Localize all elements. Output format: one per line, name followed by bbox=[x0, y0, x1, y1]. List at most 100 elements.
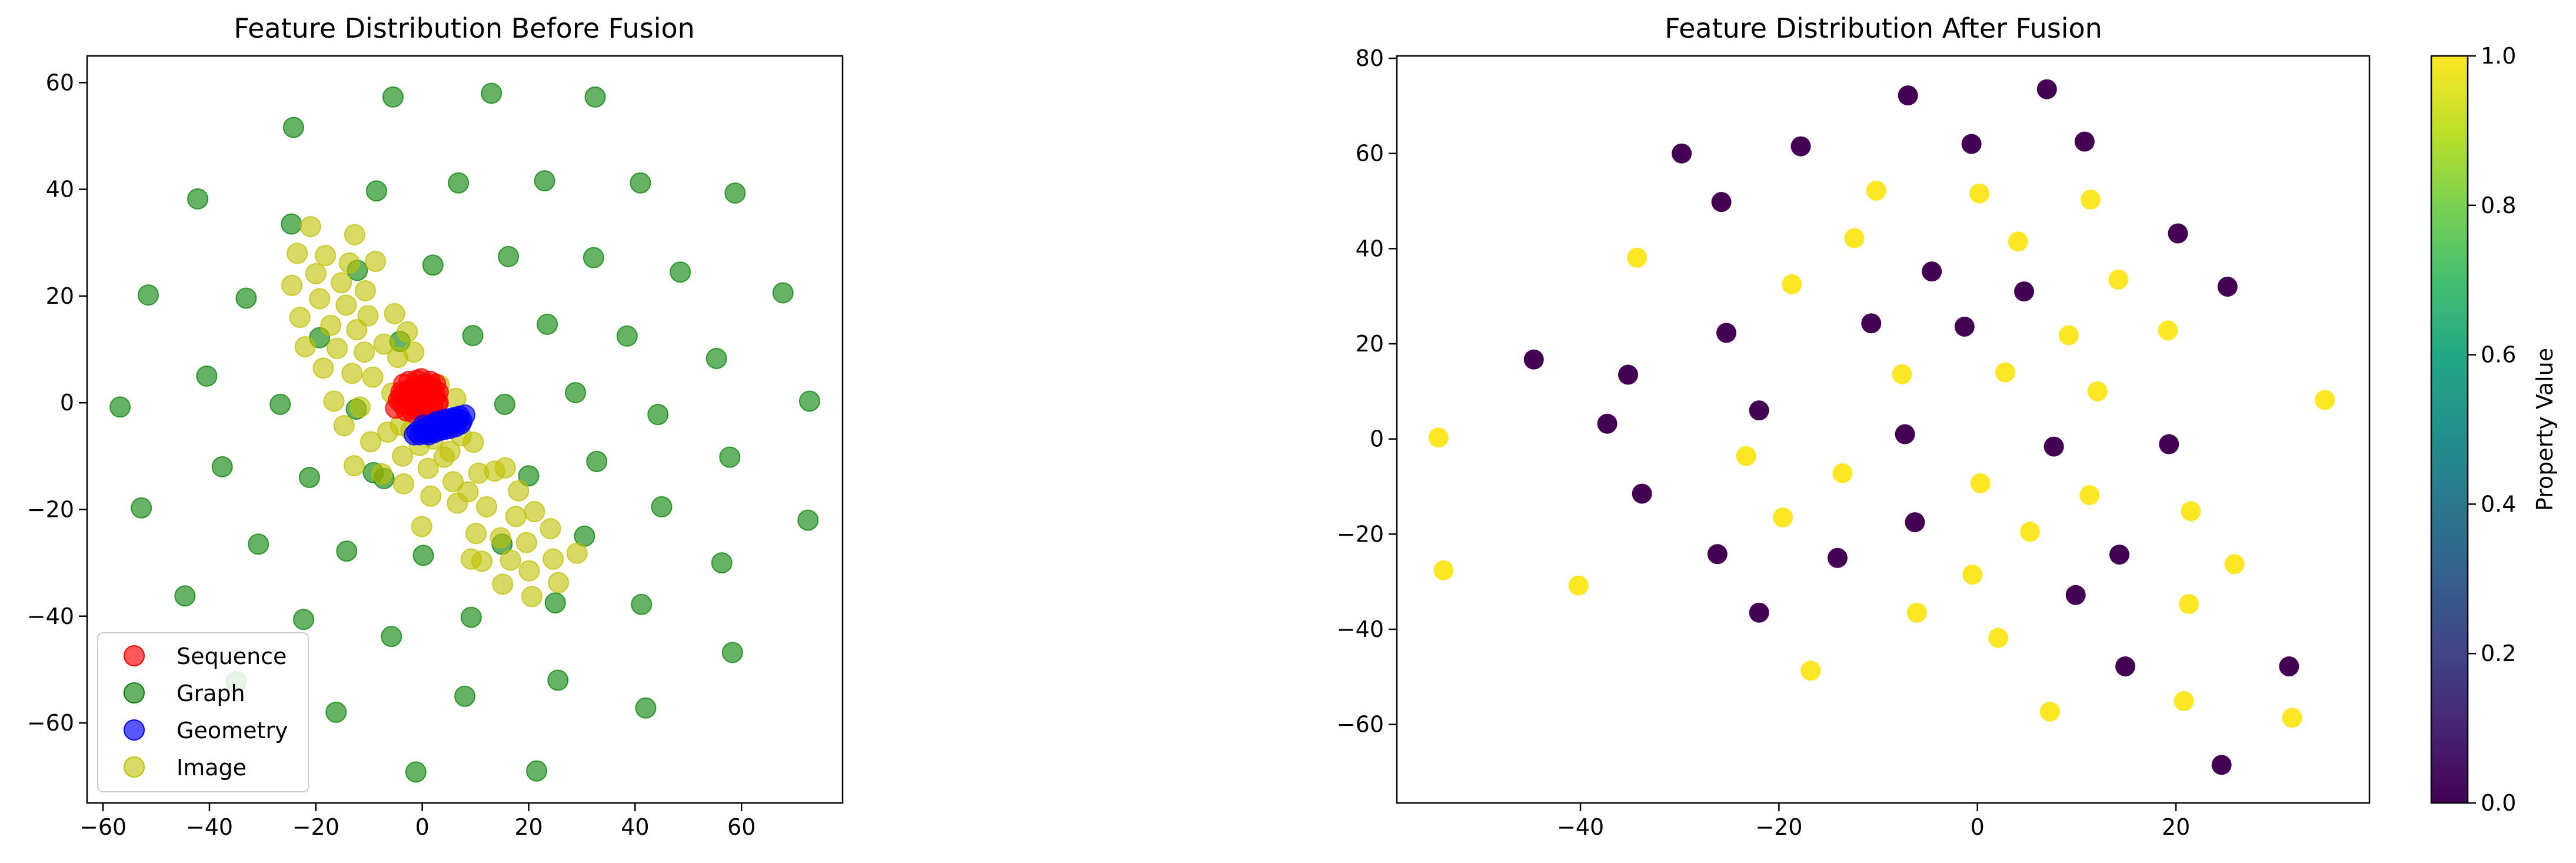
point-high-value bbox=[1995, 362, 2015, 383]
point-sequence bbox=[397, 380, 418, 402]
point-high-value bbox=[2087, 381, 2108, 401]
point-image bbox=[403, 341, 425, 363]
point-low-value bbox=[1618, 364, 1639, 385]
point-low-value bbox=[2279, 656, 2299, 677]
x-tick-label: −20 bbox=[292, 814, 340, 840]
point-low-value bbox=[1707, 544, 1728, 565]
right-ticks-layer: −40 −20 0 20 −60 −40 −20 0 20 40 60 80 bbox=[1337, 45, 2190, 840]
y-tick-label: 0 bbox=[1370, 426, 1384, 452]
point-graph bbox=[797, 509, 819, 531]
point-low-value bbox=[2014, 281, 2035, 302]
point-image bbox=[457, 481, 479, 503]
point-image bbox=[494, 457, 516, 479]
point-graph bbox=[460, 606, 482, 628]
point-graph bbox=[719, 446, 741, 468]
point-high-value bbox=[1832, 463, 1853, 483]
x-tick-label: −40 bbox=[1557, 814, 1604, 840]
point-high-value bbox=[2315, 390, 2335, 410]
point-image bbox=[373, 333, 395, 355]
point-image bbox=[371, 463, 392, 484]
point-graph bbox=[235, 287, 257, 309]
point-low-value bbox=[1597, 413, 1618, 434]
point-image bbox=[344, 224, 365, 245]
point-image bbox=[338, 252, 360, 274]
point-high-value bbox=[2224, 554, 2245, 575]
y-tick-label: −60 bbox=[27, 710, 74, 736]
point-low-value bbox=[2217, 277, 2238, 297]
point-sequence bbox=[415, 382, 437, 404]
point-geometry bbox=[448, 408, 470, 430]
point-low-value bbox=[2036, 79, 2057, 99]
point-image bbox=[462, 432, 484, 453]
point-graph bbox=[462, 324, 484, 346]
point-low-value bbox=[1749, 400, 1769, 421]
point-image bbox=[442, 471, 464, 493]
point-high-value bbox=[1800, 660, 1821, 681]
x-tick-label: 0 bbox=[415, 814, 430, 840]
legend-label-image: Image bbox=[177, 755, 247, 781]
point-graph bbox=[494, 393, 515, 415]
point-image bbox=[323, 390, 345, 412]
right-points-layer bbox=[1428, 79, 2335, 775]
point-high-value bbox=[2039, 701, 2060, 722]
point-low-value bbox=[1898, 85, 1918, 106]
colorbar: 0.0 0.2 0.4 0.6 0.8 1.0 Property Value bbox=[2430, 43, 2558, 816]
point-low-value bbox=[1827, 547, 1848, 568]
point-low-value bbox=[2211, 755, 2232, 775]
point-image bbox=[281, 274, 303, 296]
left-chart-title: Feature Distribution Before Fusion bbox=[234, 12, 695, 44]
point-low-value bbox=[2159, 434, 2179, 454]
point-graph bbox=[248, 533, 269, 555]
point-image bbox=[331, 272, 352, 294]
left-chart: Feature Distribution Before Fusion −60 −4… bbox=[27, 12, 844, 840]
point-graph bbox=[282, 117, 304, 138]
point-image bbox=[343, 455, 365, 477]
x-tick-label: −40 bbox=[186, 814, 233, 840]
point-high-value bbox=[2008, 231, 2028, 252]
point-image bbox=[341, 363, 363, 384]
point-low-value bbox=[2168, 223, 2188, 244]
colorbar-tick-label: 0.2 bbox=[2481, 640, 2516, 666]
point-image bbox=[349, 396, 371, 418]
right-chart-title: Feature Distribution After Fusion bbox=[1665, 12, 2102, 44]
left-legend: Sequence Graph Geometry Image bbox=[97, 632, 309, 792]
point-high-value bbox=[1736, 446, 1756, 466]
point-image bbox=[357, 305, 379, 327]
point-graph bbox=[565, 381, 587, 403]
point-image bbox=[500, 549, 521, 571]
point-graph bbox=[498, 245, 520, 267]
point-low-value bbox=[1711, 192, 1732, 213]
point-low-value bbox=[1961, 134, 1982, 154]
point-low-value bbox=[1954, 316, 1975, 337]
point-image bbox=[548, 572, 570, 593]
y-tick-label: −60 bbox=[1337, 712, 1384, 738]
point-high-value bbox=[2058, 325, 2079, 346]
point-high-value bbox=[1969, 183, 1990, 204]
point-high-value bbox=[1988, 628, 2009, 648]
point-low-value bbox=[1905, 512, 1925, 533]
point-graph bbox=[405, 761, 427, 783]
x-tick-label: 60 bbox=[727, 814, 756, 840]
point-low-value bbox=[1672, 143, 1692, 164]
point-image bbox=[420, 485, 442, 507]
point-graph bbox=[583, 247, 604, 268]
point-graph bbox=[670, 261, 691, 283]
colorbar-tick-label: 1.0 bbox=[2481, 43, 2516, 69]
x-tick-label: −20 bbox=[1755, 814, 1802, 840]
legend-label-graph: Graph bbox=[177, 681, 245, 706]
point-image bbox=[518, 560, 540, 582]
point-graph bbox=[448, 172, 470, 194]
point-image bbox=[505, 506, 527, 527]
point-image bbox=[365, 250, 387, 272]
y-tick-label: −20 bbox=[1337, 521, 1384, 547]
point-low-value bbox=[1895, 424, 1915, 444]
point-graph bbox=[454, 685, 475, 707]
point-image bbox=[360, 431, 381, 453]
point-image bbox=[476, 496, 498, 517]
point-image bbox=[393, 473, 415, 494]
point-graph bbox=[651, 496, 673, 517]
point-image bbox=[320, 314, 342, 336]
point-high-value bbox=[1782, 274, 1802, 294]
colorbar-label: Property Value bbox=[2532, 348, 2558, 511]
y-tick-label: −40 bbox=[1337, 616, 1384, 642]
